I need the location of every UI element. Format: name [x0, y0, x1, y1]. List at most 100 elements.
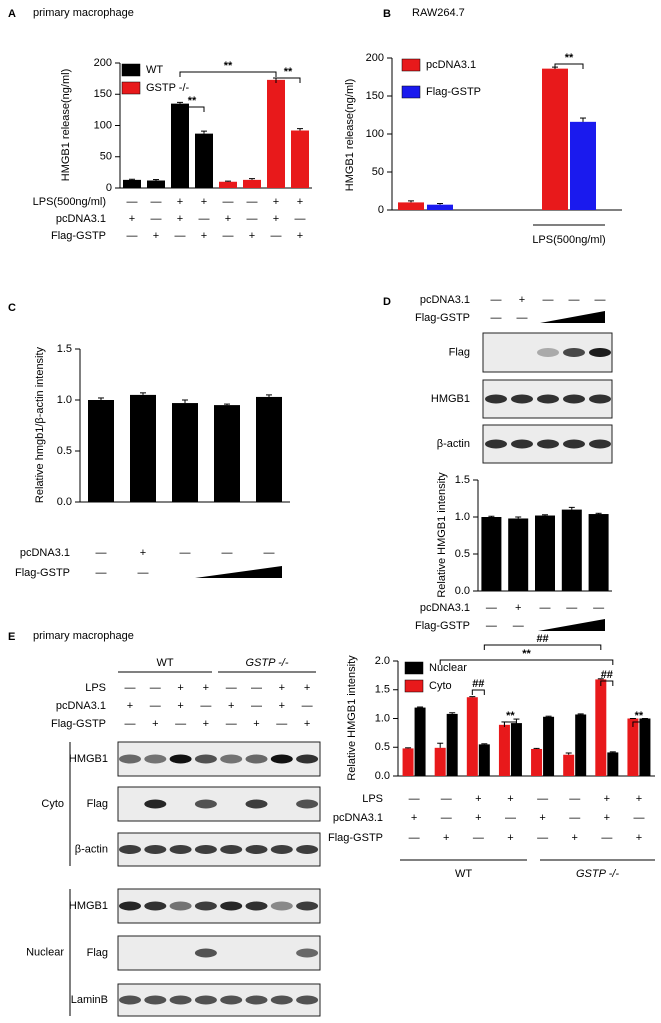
- significance-bracket: [554, 63, 584, 69]
- y-axis-label: Relative HMGB1 intensity: [436, 472, 448, 598]
- bar: [398, 202, 424, 210]
- row-label: LPS: [85, 682, 106, 694]
- wedge: [540, 311, 605, 323]
- significance-label: ##: [472, 678, 484, 690]
- group-label: LPS(500ng/ml): [532, 234, 605, 246]
- y-tick-label: 0.5: [375, 741, 390, 753]
- blot-label: HMGB1: [431, 393, 470, 405]
- blot-band: [220, 754, 243, 764]
- row-mark: +: [507, 793, 513, 805]
- significance-bracket: [483, 644, 602, 650]
- blot-band: [119, 995, 141, 1005]
- bar: [561, 509, 582, 591]
- blot-band: [194, 754, 217, 764]
- legend-swatch: [121, 63, 141, 77]
- wedge: [195, 566, 282, 578]
- row-mark: +: [253, 718, 259, 730]
- row-mark: —: [409, 793, 420, 805]
- row-mark: —: [593, 602, 604, 614]
- y-tick-label: 0.0: [375, 770, 390, 782]
- row-label: pcDNA3.1: [333, 812, 383, 824]
- legend-label: Cyto: [429, 680, 452, 692]
- blot-band: [194, 995, 217, 1005]
- chart-title: primary macrophage: [33, 630, 134, 642]
- bar: [595, 679, 607, 776]
- bar: [508, 518, 529, 591]
- row-mark: +: [636, 832, 642, 844]
- legend-swatch: [404, 679, 424, 693]
- y-tick-label: 1.0: [57, 394, 72, 406]
- row-mark: —: [540, 602, 551, 614]
- row-mark: —: [199, 213, 210, 225]
- row-mark: —: [125, 682, 136, 694]
- blot-label: Flag: [87, 798, 108, 810]
- bar: [570, 121, 596, 210]
- bar: [256, 396, 282, 502]
- bar: [466, 697, 478, 776]
- row-mark: —: [595, 294, 606, 306]
- panel-label: E: [8, 631, 15, 643]
- blot-band: [245, 754, 268, 764]
- row-mark: +: [304, 718, 310, 730]
- bar: [123, 179, 141, 188]
- row-mark: —: [247, 213, 258, 225]
- row-mark: +: [539, 812, 545, 824]
- significance-label: **: [188, 95, 197, 107]
- blot-band: [220, 845, 243, 854]
- row-label: pcDNA3.1: [56, 213, 106, 225]
- wedge: [538, 619, 605, 631]
- row-label: LPS: [362, 793, 383, 805]
- row-mark: +: [297, 196, 303, 208]
- bar: [414, 707, 426, 776]
- row-mark: +: [297, 230, 303, 242]
- significance-bracket: [471, 689, 485, 695]
- chart-title: RAW264.7: [412, 7, 465, 19]
- bar: [543, 716, 555, 776]
- blot-band: [589, 439, 611, 449]
- row-mark: —: [175, 718, 186, 730]
- blot-band: [296, 901, 319, 911]
- row-mark: —: [251, 700, 262, 712]
- row-mark: +: [228, 700, 234, 712]
- row-mark: +: [225, 213, 231, 225]
- bar: [88, 400, 114, 502]
- row-mark: —: [264, 547, 275, 559]
- y-tick-label: 200: [366, 52, 384, 64]
- row-mark: +: [177, 196, 183, 208]
- chart-title: primary macrophage: [33, 7, 134, 19]
- row-mark: —: [150, 682, 161, 694]
- y-tick-label: 0.0: [57, 496, 72, 508]
- row-mark: —: [543, 294, 554, 306]
- y-tick-label: 0.5: [455, 548, 470, 560]
- row-label: pcDNA3.1: [56, 700, 106, 712]
- bar: [130, 394, 156, 502]
- row-mark: +: [443, 832, 449, 844]
- row-mark: —: [633, 812, 644, 824]
- bar: [219, 181, 237, 188]
- significance-label: **: [224, 60, 233, 72]
- blot-band: [119, 845, 141, 854]
- row-mark: —: [569, 812, 580, 824]
- row-mark: —: [180, 547, 191, 559]
- bar: [575, 714, 587, 776]
- row-mark: —: [271, 230, 282, 242]
- blot-band: [245, 799, 268, 809]
- blot-band: [169, 754, 192, 764]
- blot-label: LaminB: [71, 994, 108, 1006]
- blot-label: β-actin: [75, 843, 108, 855]
- blot-band: [169, 901, 192, 911]
- row-mark: +: [411, 812, 417, 824]
- bar: [446, 713, 458, 776]
- legend-label: Flag-GSTP: [426, 86, 481, 98]
- row-mark: —: [473, 832, 484, 844]
- legend-label: GSTP -/-: [146, 82, 190, 94]
- bar: [171, 103, 189, 188]
- row-label: pcDNA3.1: [20, 547, 70, 559]
- row-label: Flag-GSTP: [15, 567, 70, 579]
- significance-label: **: [635, 710, 644, 722]
- blot-band: [485, 394, 507, 404]
- row-mark: +: [571, 832, 577, 844]
- row-mark: —: [302, 700, 313, 712]
- blot-band: [270, 754, 293, 764]
- row-mark: —: [441, 812, 452, 824]
